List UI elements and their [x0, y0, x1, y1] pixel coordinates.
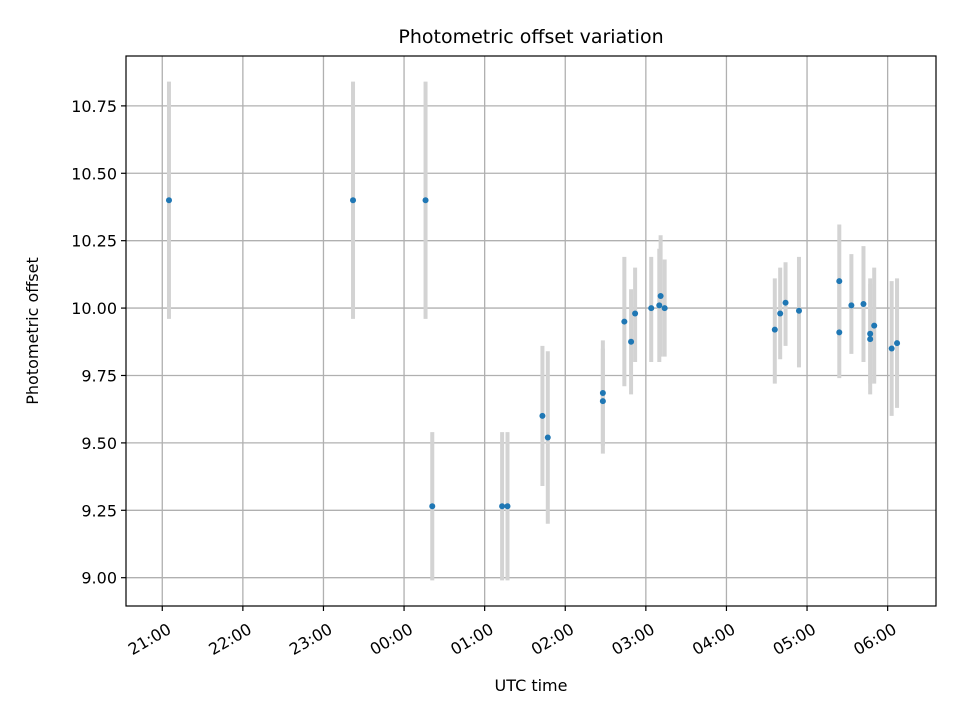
data-point	[499, 503, 506, 510]
y-tick-label: 10.50	[71, 164, 117, 183]
data-point	[860, 301, 867, 308]
data-points	[165, 197, 901, 510]
data-point	[848, 302, 855, 309]
data-point	[621, 318, 628, 325]
y-tick-label: 9.25	[81, 501, 117, 520]
x-axis-label: UTC time	[495, 676, 568, 695]
y-axis-label: Photometric offset	[23, 257, 42, 405]
grid	[126, 56, 936, 606]
plot-area	[125, 55, 937, 607]
data-point	[661, 305, 668, 312]
data-point	[599, 398, 606, 405]
data-point	[539, 412, 546, 419]
data-point	[867, 336, 874, 343]
y-tick-label: 10.25	[71, 232, 117, 251]
y-tick-label: 9.75	[81, 366, 117, 385]
y-tick-label: 9.50	[81, 434, 117, 453]
data-point	[165, 197, 172, 204]
y-tick-label: 10.00	[71, 299, 117, 318]
data-point	[504, 503, 511, 510]
data-point	[867, 330, 874, 337]
y-tick-label: 9.00	[81, 569, 117, 588]
data-point	[836, 329, 843, 336]
data-point	[544, 434, 551, 441]
data-point	[871, 322, 878, 329]
data-point	[782, 299, 789, 306]
data-point	[422, 197, 429, 204]
data-point	[656, 302, 663, 309]
y-tick-label: 10.75	[71, 97, 117, 116]
data-point	[657, 292, 664, 299]
plot-frame	[125, 55, 937, 607]
data-point	[350, 197, 357, 204]
data-point	[771, 326, 778, 333]
data-point	[894, 340, 901, 347]
data-point	[777, 310, 784, 317]
y-axis: 9.00 9.25 9.50 9.75 10.00 10.25 10.50 10.75	[71, 97, 126, 588]
data-point	[599, 390, 606, 397]
data-point	[628, 338, 635, 345]
plot-background	[126, 56, 936, 606]
data-point	[888, 345, 895, 352]
chart-title: Photometric offset variation	[398, 26, 663, 48]
data-point	[429, 503, 436, 510]
data-point	[795, 307, 802, 314]
data-point	[632, 310, 639, 317]
data-point	[648, 305, 655, 312]
data-point	[836, 278, 843, 285]
